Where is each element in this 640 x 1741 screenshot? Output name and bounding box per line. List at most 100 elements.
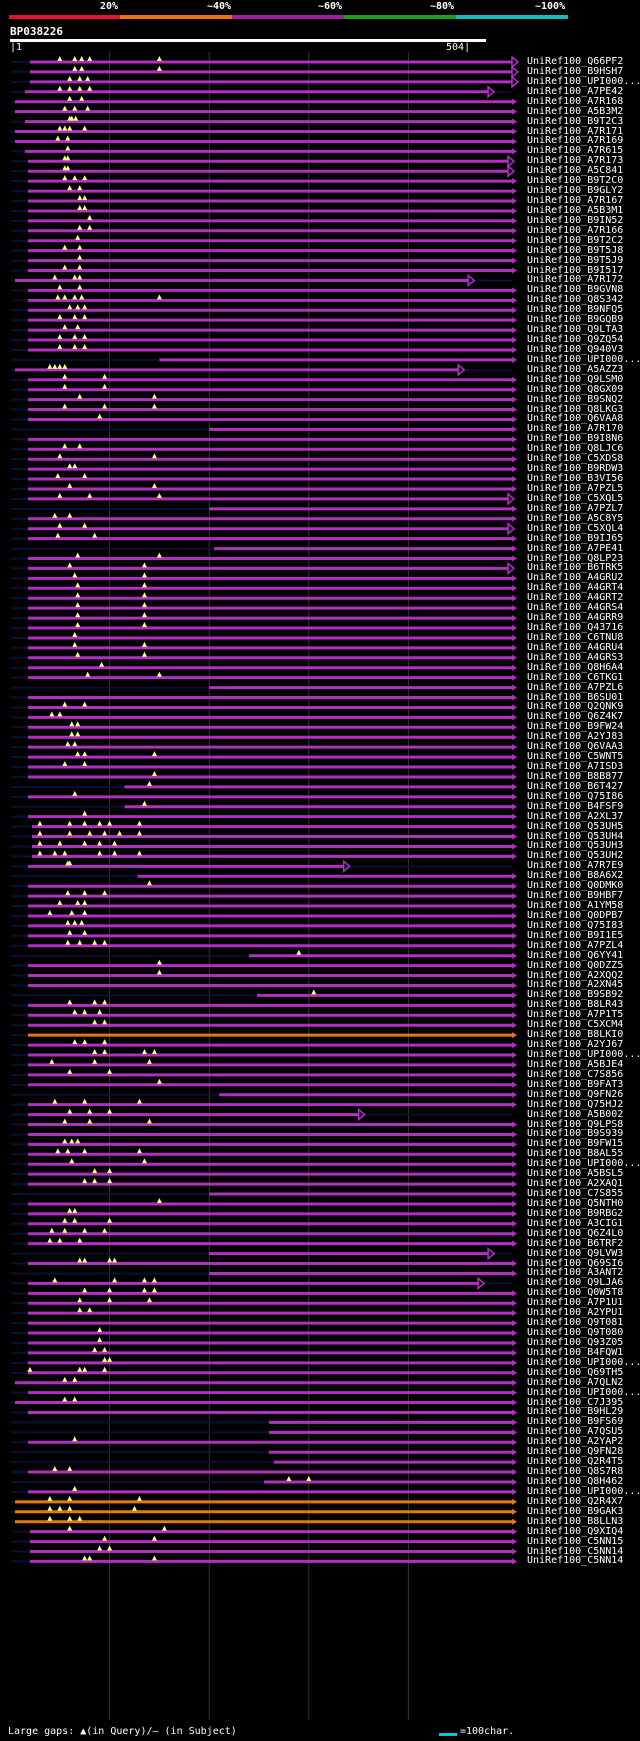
hit-label[interactable]: UniRef100_C5WNT5 (527, 751, 624, 763)
hit-label[interactable]: UniRef100_A7R170 (527, 423, 624, 435)
hit-label[interactable]: UniRef100_Q8S7R8 (527, 1466, 624, 1478)
hit-label[interactable]: UniRef100_A7PZL5 (527, 482, 624, 494)
hit-label[interactable]: UniRef100_Q2R4X7 (527, 1495, 624, 1507)
hit-label[interactable]: UniRef100_Q2R4T5 (527, 1456, 624, 1468)
hit-label[interactable]: UniRef100_Q9LTA3 (527, 324, 624, 336)
hit-label[interactable]: UniRef100_A5C8Y5 (527, 512, 624, 524)
hit-label[interactable]: UniRef100_Q53UH5 (527, 820, 624, 832)
hit-label[interactable]: UniRef100_UPI000... (527, 1049, 640, 1060)
hit-label[interactable]: UniRef100_A2YJ83 (527, 731, 624, 743)
hit-label[interactable]: UniRef100_Q8LP23 (527, 552, 624, 564)
hit-label[interactable]: UniRef100_Q75I86 (527, 790, 624, 802)
hit-label[interactable]: UniRef100_A4GRT4 (527, 582, 624, 594)
hit-label[interactable]: UniRef100_C5XCM4 (527, 1019, 624, 1031)
hit-label[interactable]: UniRef100_C5XQL5 (527, 492, 624, 504)
hit-label[interactable]: UniRef100_Q75HJ2 (527, 1098, 624, 1110)
hit-label[interactable]: UniRef100_Q8LKG3 (527, 403, 624, 415)
hit-label[interactable]: UniRef100_C7S855 (527, 1188, 624, 1200)
hit-label[interactable]: UniRef100_Q53UH3 (527, 840, 624, 852)
hit-label[interactable]: UniRef100_B9RDW3 (527, 463, 624, 475)
hit-label[interactable]: UniRef100_UPI000... (527, 353, 640, 365)
hit-label[interactable]: UniRef100_Q9LJA6 (527, 1277, 624, 1289)
hit-label[interactable]: UniRef100_A2XN45 (527, 979, 624, 991)
hit-label[interactable]: UniRef100_UPI000... (527, 1356, 640, 1368)
hit-label[interactable]: UniRef100_C7J395 (527, 1396, 624, 1408)
hit-label[interactable]: UniRef100_A7P1T5 (527, 1009, 624, 1021)
hit-label[interactable]: UniRef100_Q9LPS8 (527, 1118, 624, 1130)
hit-label[interactable]: UniRef100_A4GRU4 (527, 641, 624, 653)
hit-label[interactable]: UniRef100_B9FS69 (527, 1416, 624, 1428)
hit-label[interactable]: UniRef100_A5B002 (527, 1108, 624, 1120)
hit-label[interactable]: UniRef100_Q66PF2 (527, 56, 624, 67)
hit-label[interactable]: UniRef100_A7R172 (527, 274, 624, 286)
hit-label[interactable]: UniRef100_A7QLN2 (527, 1376, 624, 1388)
hit-label[interactable]: UniRef100_Q53UH4 (527, 830, 624, 842)
hit-label[interactable]: UniRef100_B8LLN3 (527, 1515, 624, 1527)
hit-label[interactable]: UniRef100_C7S856 (527, 1068, 624, 1080)
hit-label[interactable]: UniRef100_A4GRS3 (527, 651, 624, 663)
hit-label[interactable]: UniRef100_B9T5J9 (527, 254, 624, 266)
hit-label[interactable]: UniRef100_Q9ZQ54 (527, 334, 624, 346)
hit-label[interactable]: UniRef100_UPI000... (527, 1485, 640, 1497)
hit-label[interactable]: UniRef100_A4GRS4 (527, 602, 624, 614)
hit-label[interactable]: UniRef100_B9FW24 (527, 721, 624, 733)
hit-label[interactable]: UniRef100_UPI000... (527, 1386, 640, 1398)
hit-label[interactable]: UniRef100_A7R173 (527, 155, 624, 167)
hit-label[interactable]: UniRef100_Q8H6A4 (527, 661, 624, 673)
hit-label[interactable]: UniRef100_A7PZL7 (527, 502, 624, 514)
hit-label[interactable]: UniRef100_Q0DPB7 (527, 909, 624, 921)
hit-label[interactable]: UniRef100_B9S939 (527, 1128, 624, 1140)
hit-label[interactable]: UniRef100_B8LR43 (527, 999, 624, 1011)
hit-label[interactable]: UniRef100_B9T2C2 (527, 234, 624, 246)
hit-label[interactable]: UniRef100_UPI000... (527, 1158, 640, 1170)
hit-label[interactable]: UniRef100_Q93Z05 (527, 1336, 624, 1348)
hit-label[interactable]: UniRef100_Q6VAA3 (527, 741, 624, 753)
hit-label[interactable]: UniRef100_B9HL29 (527, 1406, 624, 1418)
hit-label[interactable]: UniRef100_B8AL55 (527, 1148, 624, 1160)
hit-label[interactable]: UniRef100_Q75I83 (527, 919, 624, 931)
hit-label[interactable]: UniRef100_Q0W5T8 (527, 1287, 624, 1299)
hit-label[interactable]: UniRef100_B9SB92 (527, 989, 624, 1001)
hit-label[interactable]: UniRef100_B9GLY2 (527, 185, 624, 197)
hit-label[interactable]: UniRef100_Q940V3 (527, 343, 624, 355)
hit-label[interactable]: UniRef100_Q9T081 (527, 1317, 624, 1329)
hit-label[interactable]: UniRef100_A1YM58 (527, 900, 624, 912)
hit-label[interactable]: UniRef100_UPI000... (527, 75, 640, 87)
hit-label[interactable]: UniRef100_Q5NTH0 (527, 1197, 624, 1209)
hit-label[interactable]: UniRef100_B6TRF2 (527, 1237, 624, 1249)
hit-label[interactable]: UniRef100_A4GRT2 (527, 592, 624, 604)
hit-label[interactable]: UniRef100_A5BJE4 (527, 1058, 624, 1070)
hit-label[interactable]: UniRef100_A7R171 (527, 125, 624, 137)
hit-label[interactable]: UniRef100_Q43716 (527, 622, 624, 633)
hit-label[interactable]: UniRef100_A7PZL4 (527, 939, 624, 951)
hit-label[interactable]: UniRef100_A2YPU1 (527, 1307, 624, 1319)
hit-label[interactable]: UniRef100_A5C841 (527, 165, 624, 177)
hit-label[interactable]: UniRef100_C6TNU8 (527, 631, 624, 643)
hit-label[interactable]: UniRef100_A2YAP2 (527, 1436, 624, 1448)
hit-label[interactable]: UniRef100_Q53UH2 (527, 850, 624, 862)
hit-label[interactable]: UniRef100_B6T427 (527, 780, 624, 792)
hit-label[interactable]: UniRef100_B9I1E5 (527, 929, 624, 941)
hit-label[interactable]: UniRef100_Q2QNK9 (527, 701, 624, 713)
hit-label[interactable]: UniRef100_B8LKI0 (527, 1029, 624, 1041)
hit-label[interactable]: UniRef100_Q6Z4K7 (527, 711, 624, 723)
hit-label[interactable]: UniRef100_Q6VAA8 (527, 413, 624, 425)
hit-label[interactable]: UniRef100_A2XAQ1 (527, 1178, 624, 1190)
hit-label[interactable]: UniRef100_Q9XIQ4 (527, 1525, 624, 1537)
hit-label[interactable]: UniRef100_Q9T080 (527, 1327, 624, 1339)
hit-label[interactable]: UniRef100_A2XL37 (527, 810, 624, 822)
hit-label[interactable]: UniRef100_C5XQL4 (527, 522, 624, 534)
hit-label[interactable]: UniRef100_B9FAT3 (527, 1078, 624, 1090)
hit-label[interactable]: UniRef100_C5NN14 (527, 1545, 624, 1557)
hit-label[interactable]: UniRef100_B8B877 (527, 770, 624, 782)
hit-label[interactable]: UniRef100_Q9LVW3 (527, 1247, 624, 1259)
hit-label[interactable]: UniRef100_Q8H462 (527, 1475, 624, 1487)
hit-label[interactable]: UniRef100_C6TKG1 (527, 671, 624, 683)
hit-label[interactable]: UniRef100_B9T2C0 (527, 175, 624, 187)
hit-label[interactable]: UniRef100_A7R7E9 (527, 860, 624, 872)
hit-label[interactable]: UniRef100_B4FSF9 (527, 800, 624, 812)
hit-label[interactable]: UniRef100_B6TRK5 (527, 562, 624, 574)
hit-label[interactable]: UniRef100_Q69SI6 (527, 1257, 624, 1269)
hit-label[interactable]: UniRef100_A7R615 (527, 145, 624, 157)
hit-label[interactable]: UniRef100_A7PZL6 (527, 681, 624, 693)
